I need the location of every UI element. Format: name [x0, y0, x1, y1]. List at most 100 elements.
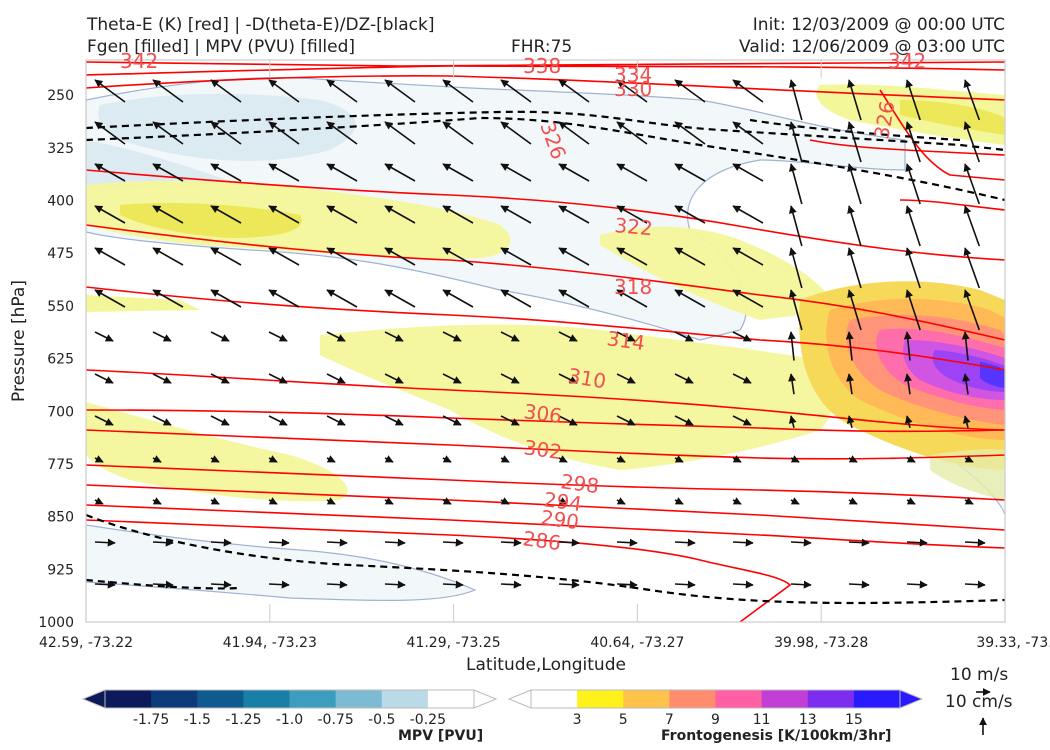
wind-arrow [674, 497, 684, 505]
theta-e-contour-label: 330 [614, 77, 652, 101]
wind-arrow [732, 163, 764, 182]
wind-arrow [674, 331, 694, 342]
y-axis-ticks: 250 325 400 475 550 625 700 775 850 925 1000 [38, 88, 74, 631]
colorbar-swatch [197, 690, 244, 708]
wind-arrow [152, 331, 172, 342]
wind-arrow [732, 79, 764, 103]
wind-arrow [384, 121, 416, 145]
theta-e-contour-label: 342 [888, 49, 926, 73]
wind-arrow [384, 205, 416, 224]
wind-arrow [268, 205, 300, 224]
wind-arrow [152, 455, 162, 463]
wind-arrow [616, 247, 648, 266]
wind-arrow [94, 121, 126, 145]
wind-arrow [384, 79, 416, 103]
wind-arrow [326, 79, 358, 103]
y-tick-label: 325 [47, 141, 74, 157]
wind-arrow [558, 331, 578, 342]
wind-arrow [326, 331, 346, 342]
wind-arrow [789, 289, 803, 331]
colorbar-swatch [761, 690, 809, 708]
x-tick-label: 41.29, -73.25 [407, 635, 501, 651]
valid-time: Valid: 12/06/2009 @ 03:00 UTC [739, 37, 1005, 57]
wind-arrow [152, 415, 172, 426]
theta-e-contour-label: 342 [120, 49, 158, 73]
wind-arrow [326, 247, 358, 266]
wind-arrow [732, 205, 764, 224]
wind-arrow [964, 580, 986, 589]
wind-arrow [152, 205, 184, 224]
wind-arrow [789, 163, 803, 205]
wind-arrow [846, 373, 855, 395]
wind-arrow [674, 580, 696, 589]
x-axis-ticks: 42.59, -73.22 41.94, -73.23 41.29, -73.25 4… [39, 60, 1050, 651]
wind-arrow [963, 205, 981, 247]
wind-arrow [616, 497, 626, 505]
y-tick-label: 700 [47, 404, 74, 420]
wind-arrow [384, 163, 416, 182]
wind-arrow [964, 497, 974, 505]
wind-arrow [268, 415, 288, 426]
wind-arrow [94, 163, 126, 182]
wind-arrow [384, 331, 404, 342]
colorbar-swatch [151, 690, 198, 708]
wind-arrow [442, 247, 474, 266]
wind-arrow [848, 538, 870, 547]
wind-arrow [384, 497, 394, 505]
colorbar-swatch [623, 690, 670, 708]
wind-arrow [326, 455, 336, 463]
wind-arrow [558, 289, 590, 308]
wind-arrow [732, 121, 764, 145]
wind-arrow [210, 163, 242, 182]
wind-arrow [964, 455, 974, 463]
wind-arrow [94, 205, 126, 224]
y-tick-label: 1000 [38, 615, 74, 631]
wind-arrow [442, 163, 474, 182]
init-time: Init: 12/03/2009 @ 00:00 UTC [752, 15, 1005, 35]
wind-arrow [616, 163, 648, 182]
colorbar-extend-right [899, 689, 924, 709]
colorbar-swatch [243, 690, 290, 708]
wind-arrow [674, 79, 706, 103]
wind-arrow [210, 121, 242, 145]
y-tick-label: 550 [47, 299, 74, 315]
wind-arrow [616, 580, 638, 589]
y-tick-label: 400 [47, 194, 74, 210]
wind-arrow [616, 79, 648, 103]
wind-arrow [268, 79, 300, 103]
wind-arrow [94, 455, 104, 463]
colorbar-tick-label: -1.0 [276, 712, 303, 728]
wind-arrow [790, 538, 812, 547]
wind-arrow [847, 121, 862, 163]
fgen-colorbar: 3 5 7 9 11 13 15 [507, 689, 924, 728]
mpv-region-upper-dark [98, 93, 356, 161]
wind-arrow [790, 455, 800, 463]
wind-arrow [268, 580, 290, 589]
wind-arrow [210, 497, 220, 505]
wind-arrow [268, 289, 300, 308]
wind-arrow [847, 79, 862, 121]
wind-arrow [500, 538, 522, 547]
theta-e-contour-label: 290 [539, 505, 580, 534]
wind-arrow [847, 247, 862, 289]
wind-arrow [845, 331, 854, 361]
wind-arrow [732, 538, 754, 547]
wind-arrow [963, 163, 981, 205]
wind-arrow [500, 497, 510, 505]
theta-e-contour-label: 338 [523, 54, 561, 78]
wind-arrow [674, 121, 706, 145]
title-line-2: Fgen [filled] | MPV (PVU) [filled] [87, 37, 356, 57]
wind-arrow [905, 247, 921, 289]
wind-arrow [674, 289, 706, 308]
wind-arrow [847, 163, 862, 205]
wind-arrow [674, 415, 694, 426]
colorbar-tick-label: -0.25 [410, 712, 446, 728]
wind-arrow [963, 289, 981, 331]
wind-arrow [789, 205, 803, 247]
fgen-region-lower [86, 402, 348, 502]
wind-arrow [268, 373, 288, 384]
wind-arrow [384, 247, 416, 266]
wind-arrow [384, 373, 404, 384]
wind-arrow [674, 247, 706, 266]
